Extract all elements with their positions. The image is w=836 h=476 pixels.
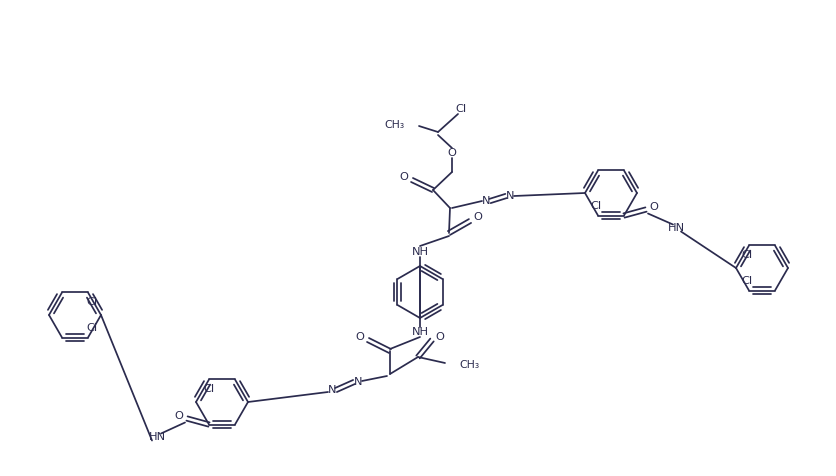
Text: Cl: Cl [589,200,601,210]
Text: Cl: Cl [203,385,214,395]
Text: O: O [175,410,183,420]
Text: O: O [473,212,482,222]
Text: N: N [328,385,336,395]
Text: N: N [354,377,362,387]
Text: Cl: Cl [86,298,98,307]
Text: CH₃: CH₃ [458,360,478,370]
Text: Cl: Cl [86,323,98,333]
Text: N: N [482,196,490,206]
Text: HN: HN [148,432,166,442]
Text: O: O [355,332,364,342]
Text: O: O [649,201,658,211]
Text: N: N [505,191,513,201]
Text: O: O [447,148,456,158]
Text: Cl: Cl [455,104,466,114]
Text: NH: NH [411,247,428,257]
Text: HN: HN [666,222,684,232]
Text: NH: NH [411,327,428,337]
Text: Cl: Cl [741,250,752,260]
Text: O: O [399,172,408,182]
Text: O: O [435,332,444,342]
Text: CH₃: CH₃ [385,120,405,130]
Text: Cl: Cl [741,276,752,286]
